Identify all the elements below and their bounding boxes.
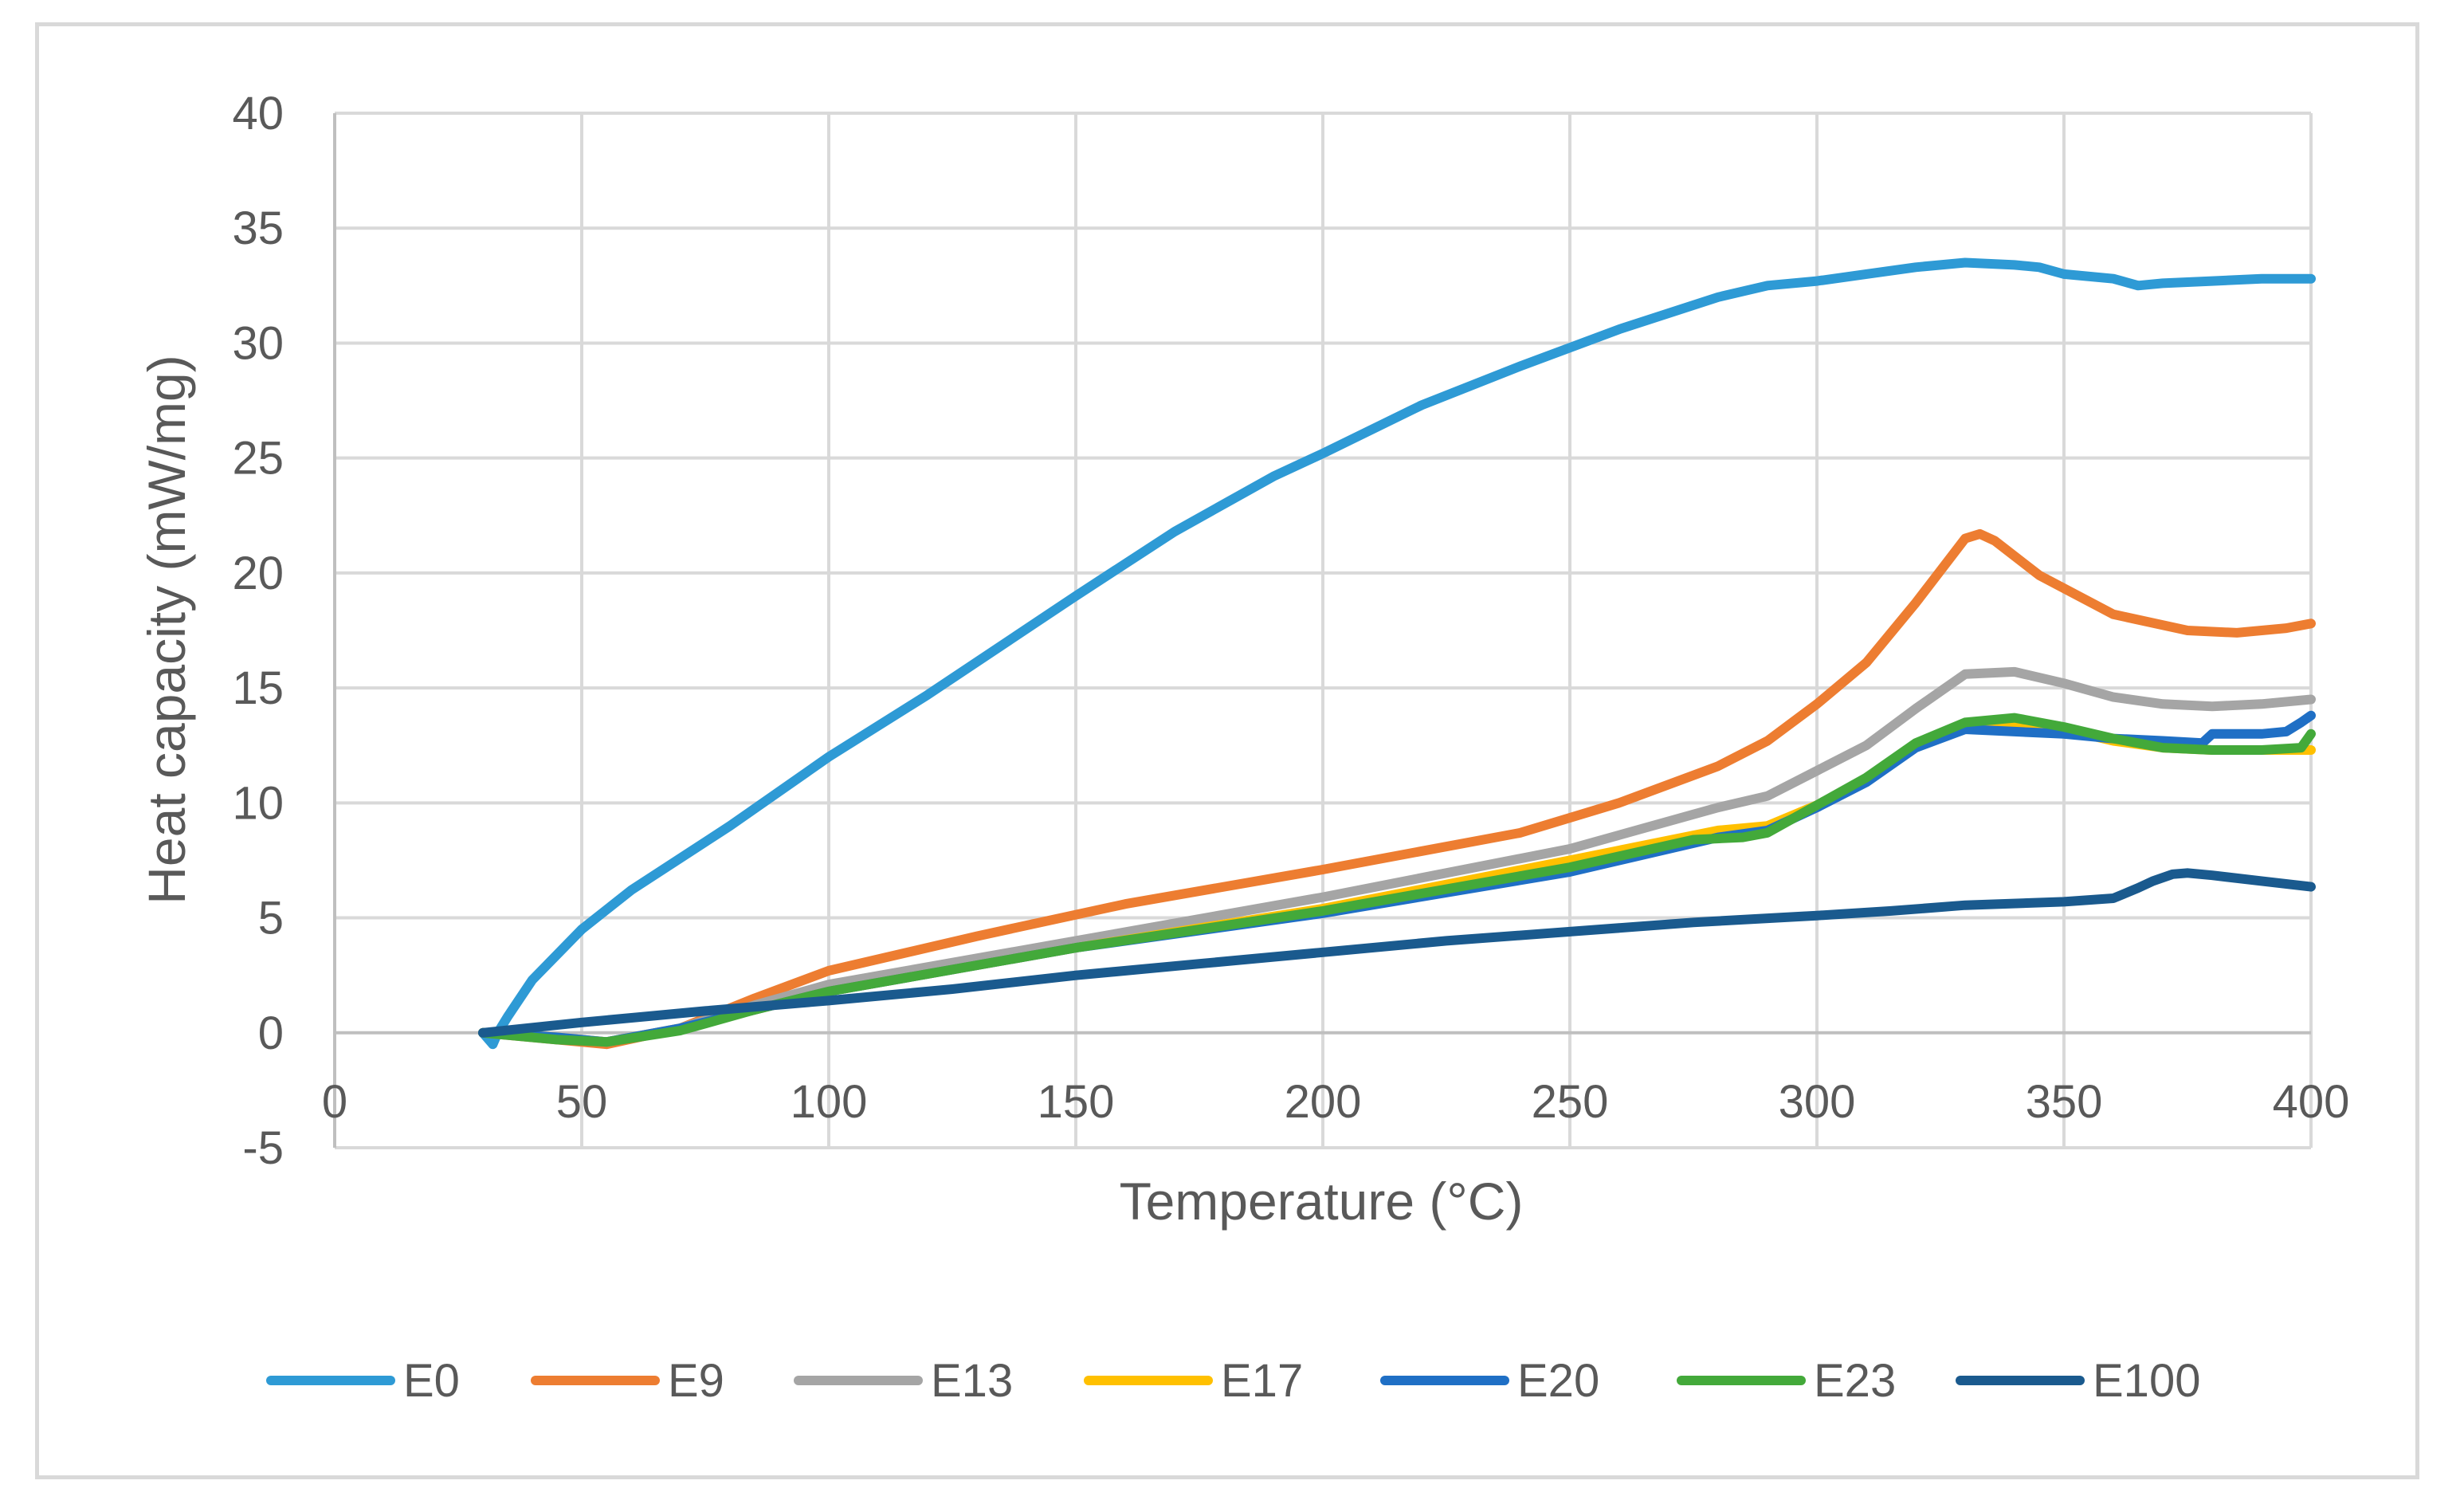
legend-label-e0: E0	[403, 1355, 460, 1407]
legend-label-e23: E23	[1814, 1355, 1896, 1407]
legend-label-e13: E13	[931, 1355, 1013, 1407]
legend-label-e100: E100	[2093, 1355, 2200, 1407]
y-tick-label: 25	[232, 433, 284, 485]
series-line-e9	[478, 528, 2316, 1050]
x-tick-label: 400	[2273, 1076, 2350, 1128]
y-tick-label: 40	[232, 88, 284, 139]
x-tick-label: 250	[1532, 1076, 1609, 1128]
y-tick-label: 0	[258, 1007, 284, 1059]
legend-label-e17: E17	[1221, 1355, 1303, 1407]
legend-label-e9: E9	[668, 1355, 724, 1407]
x-tick-label: 300	[1779, 1076, 1856, 1128]
x-tick-label: 50	[556, 1076, 608, 1128]
y-axis-title: Heat capacity (mW/mg)	[137, 355, 196, 904]
series-line-e0	[478, 257, 2316, 1050]
legend-label-e20: E20	[1517, 1355, 1599, 1407]
plot-area	[478, 257, 2316, 1050]
x-tick-label: 0	[322, 1076, 347, 1128]
y-tick-label: 5	[258, 893, 284, 944]
y-tick-label: 35	[232, 202, 284, 254]
series-line-e23	[478, 713, 2316, 1047]
x-tick-label: 350	[2026, 1076, 2103, 1128]
y-tick-label: 15	[232, 662, 284, 714]
y-tick-label: 20	[232, 548, 284, 599]
series-line-e100	[478, 868, 2316, 1038]
legend: E0 E9 E13 E17 E20 E23 E100	[266, 1355, 2200, 1407]
x-tick-label: 100	[791, 1076, 868, 1128]
y-tick-label: 10	[232, 777, 284, 829]
x-tick-label: 200	[1285, 1076, 1362, 1128]
y-tick-label: -5	[242, 1122, 284, 1174]
y-tick-label: 30	[232, 317, 284, 369]
x-tick-label: 150	[1038, 1076, 1115, 1128]
x-axis-title: Temperature (°C)	[1120, 1172, 1524, 1231]
